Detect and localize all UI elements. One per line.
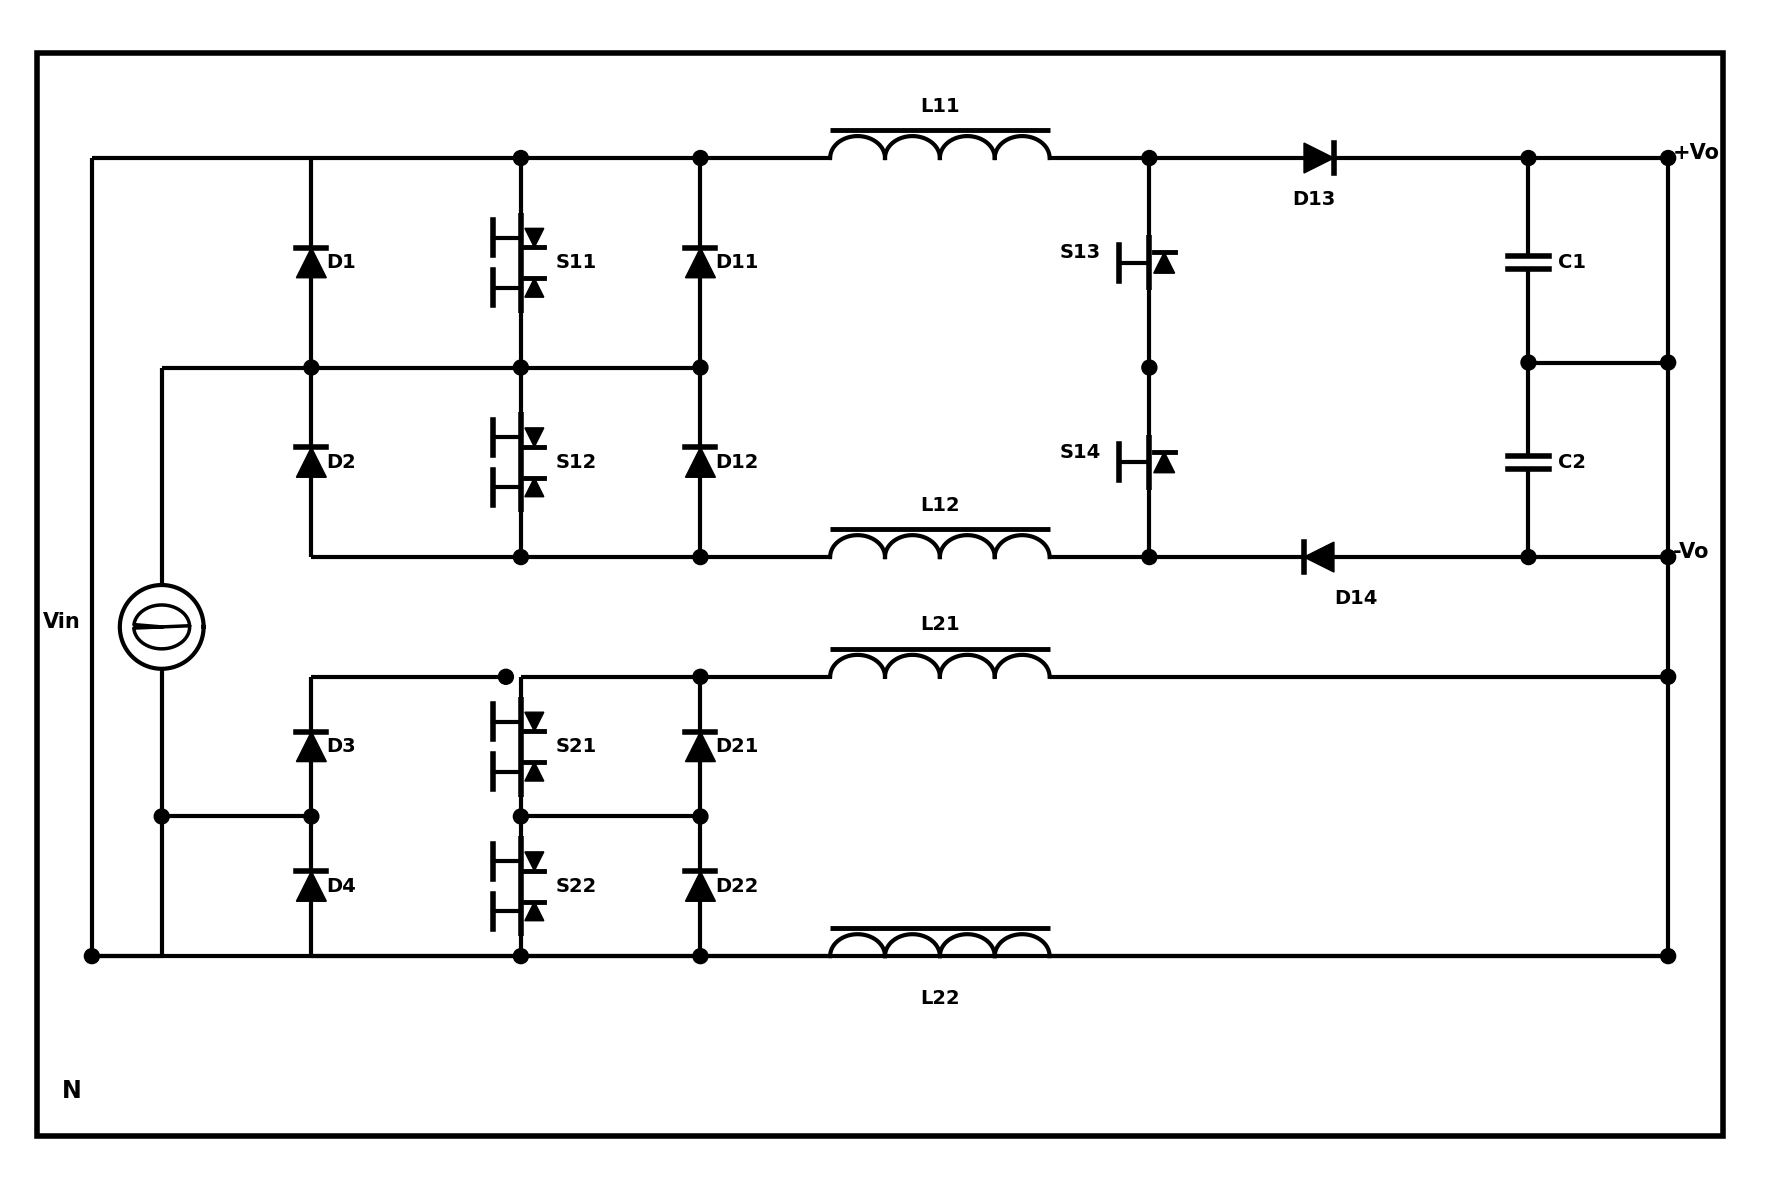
Polygon shape (1304, 144, 1335, 173)
Text: D11: D11 (716, 253, 759, 272)
Polygon shape (1304, 543, 1335, 572)
Circle shape (693, 360, 707, 375)
Text: L22: L22 (920, 989, 960, 1008)
Text: N: N (62, 1079, 82, 1103)
Polygon shape (1153, 452, 1175, 473)
Text: C1: C1 (1558, 253, 1587, 272)
Polygon shape (297, 871, 327, 902)
Circle shape (514, 151, 528, 166)
Text: D14: D14 (1335, 590, 1377, 609)
Polygon shape (524, 852, 544, 871)
Circle shape (1143, 550, 1157, 565)
Polygon shape (524, 278, 544, 297)
Text: D4: D4 (327, 877, 355, 896)
Circle shape (693, 151, 707, 166)
Circle shape (1521, 355, 1535, 370)
Text: S12: S12 (556, 453, 597, 472)
Text: D21: D21 (716, 737, 759, 756)
Polygon shape (524, 712, 544, 731)
Polygon shape (524, 902, 544, 920)
Text: S13: S13 (1059, 244, 1100, 262)
Circle shape (1661, 670, 1676, 684)
Text: D13: D13 (1292, 191, 1336, 210)
Circle shape (304, 809, 318, 824)
Polygon shape (524, 762, 544, 782)
Circle shape (84, 949, 100, 964)
Circle shape (693, 670, 707, 684)
Text: D12: D12 (716, 453, 759, 472)
Text: D2: D2 (327, 453, 355, 472)
Text: S11: S11 (556, 253, 597, 272)
Text: L12: L12 (920, 496, 960, 514)
FancyBboxPatch shape (37, 53, 1724, 1136)
Polygon shape (1153, 252, 1175, 273)
Circle shape (1521, 151, 1535, 166)
Polygon shape (297, 447, 327, 477)
Circle shape (514, 809, 528, 824)
Text: C2: C2 (1558, 453, 1587, 472)
Polygon shape (297, 732, 327, 762)
Circle shape (1661, 949, 1676, 964)
Polygon shape (297, 248, 327, 278)
Polygon shape (524, 428, 544, 447)
Circle shape (693, 809, 707, 824)
Circle shape (1521, 550, 1535, 565)
Text: D3: D3 (327, 737, 355, 756)
Polygon shape (686, 732, 716, 762)
Polygon shape (686, 248, 716, 278)
Text: Vin: Vin (43, 612, 80, 632)
Circle shape (693, 949, 707, 964)
Circle shape (155, 809, 169, 824)
Text: S14: S14 (1059, 443, 1100, 461)
Circle shape (1143, 360, 1157, 375)
Circle shape (514, 949, 528, 964)
Circle shape (693, 550, 707, 565)
Circle shape (1661, 151, 1676, 166)
Text: L11: L11 (920, 97, 960, 115)
Polygon shape (524, 228, 544, 247)
Text: D22: D22 (716, 877, 759, 896)
Text: S21: S21 (556, 737, 597, 756)
Polygon shape (524, 478, 544, 497)
Text: S22: S22 (556, 877, 597, 896)
Text: -Vo: -Vo (1674, 543, 1709, 563)
Circle shape (1143, 151, 1157, 166)
Polygon shape (686, 447, 716, 477)
Circle shape (514, 360, 528, 375)
Text: +Vo: +Vo (1674, 144, 1720, 164)
Circle shape (304, 360, 318, 375)
Text: L21: L21 (920, 616, 960, 634)
Circle shape (1661, 550, 1676, 565)
Text: D1: D1 (327, 253, 355, 272)
Circle shape (498, 670, 514, 684)
Circle shape (1661, 355, 1676, 370)
Polygon shape (686, 871, 716, 902)
Circle shape (514, 550, 528, 565)
